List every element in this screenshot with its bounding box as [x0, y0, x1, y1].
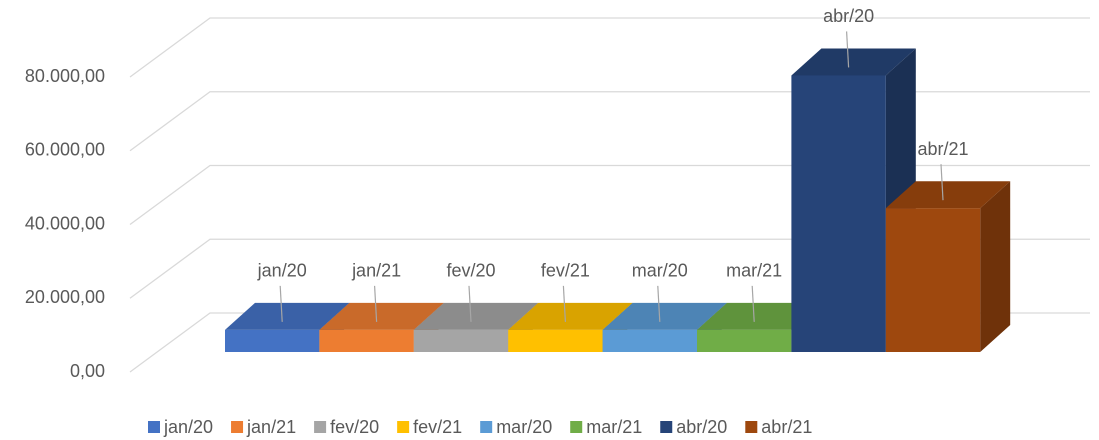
data-label: abr/20: [823, 6, 874, 26]
bar-front: [885, 208, 981, 352]
grid-line: [129, 17, 1090, 78]
bar-top: [413, 302, 539, 330]
legend-label: mar/20: [496, 417, 552, 437]
legend-swatch: [231, 421, 244, 433]
legend-label: abr/20: [676, 417, 727, 437]
bar-front: [413, 329, 509, 352]
legend-swatch: [480, 421, 493, 433]
bar-top: [508, 302, 633, 330]
y-tick-label: 20.000,00: [25, 287, 105, 307]
leader-line: [374, 285, 378, 322]
leader-line: [751, 285, 755, 322]
bar-front: [602, 329, 697, 352]
bar: [885, 181, 1011, 352]
legend-label: abr/21: [761, 417, 812, 437]
leader-line: [940, 164, 944, 201]
legend-label: jan/21: [246, 417, 296, 437]
bar-top: [602, 302, 727, 330]
y-tick-label: 60.000,00: [25, 140, 105, 160]
y-tick-label: 40.000,00: [25, 213, 105, 233]
bar-top: [885, 181, 1011, 209]
data-label: jan/21: [351, 261, 401, 281]
legend-label: mar/21: [586, 417, 642, 437]
data-label: mar/21: [726, 261, 782, 281]
leader-line: [279, 285, 283, 322]
data-label: jan/20: [257, 261, 307, 281]
legend-swatch: [745, 421, 758, 433]
legend-swatch: [397, 421, 410, 433]
bar-side: [980, 181, 1011, 352]
legend-swatch: [660, 421, 673, 433]
bar-top: [791, 48, 916, 76]
data-label: fev/20: [446, 261, 495, 281]
legend-swatch: [148, 421, 160, 433]
data-label: mar/20: [632, 261, 688, 281]
legend-label: fev/20: [330, 417, 379, 437]
bar-top: [697, 302, 822, 330]
y-tick-label: 80.000,00: [25, 66, 105, 86]
bar-front: [791, 75, 886, 352]
leader-line: [657, 285, 661, 322]
bar-top: [225, 302, 350, 330]
data-label: abr/21: [917, 139, 968, 159]
bar-front: [225, 329, 320, 352]
legend-swatch: [570, 421, 583, 433]
bar-front: [508, 329, 603, 352]
data-label: fev/21: [541, 261, 590, 281]
legend-swatch: [314, 421, 327, 433]
bar-front: [319, 329, 414, 352]
y-tick-label: 0,00: [70, 361, 105, 381]
legend-label: jan/20: [163, 417, 213, 437]
legend-label: fev/21: [413, 417, 462, 437]
bar-top: [319, 302, 444, 330]
leader-line: [468, 285, 472, 322]
leader-line: [846, 31, 850, 68]
leader-line: [562, 285, 566, 322]
bar-front: [697, 329, 792, 352]
